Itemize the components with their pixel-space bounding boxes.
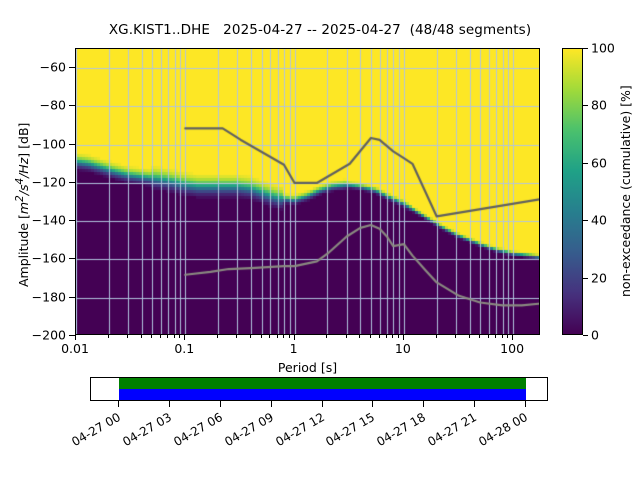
x-tick-0.9 [288,335,290,338]
x-tick-label-0.01: 0.01 [61,341,89,356]
y-tick-label-60: −60 [39,59,66,75]
timeline-tick-label: 04-27 09 [221,410,276,450]
x-tick-0.03 [127,335,129,338]
y-tick-label-200: −200 [31,327,66,343]
y-tick-label-180: −180 [31,289,66,305]
timeline-tick-6 [423,401,425,407]
x-tick-0.06 [160,335,162,338]
y-tick-140 [69,220,75,222]
timeline-tick-label: 04-27 12 [272,410,327,450]
ppsd-plot-area [75,48,540,335]
timeline-tick-3 [270,401,272,407]
timeline-tick-label: 04-27 06 [171,410,225,450]
timeline-tick-label: 04-27 15 [323,410,378,450]
timeline-tick-5 [372,401,374,407]
x-tick-9 [397,335,399,338]
x-tick-40 [468,335,470,338]
x-tick-10 [402,335,404,340]
x-axis-title: Period [s] [277,360,338,375]
x-tick-label-10: 10 [394,341,411,356]
colorbar-tick-label-20: 20 [591,270,607,286]
colorbar-tick-40 [583,220,588,222]
x-tick-5 [369,335,371,338]
y-tick-label-160: −160 [31,250,66,266]
y-tick-80 [69,105,75,107]
x-tick-50 [479,335,481,338]
x-tick-2 [326,335,328,338]
y-tick-120 [69,181,75,183]
y-tick-label-80: −80 [39,97,66,113]
colorbar-tick-80 [583,105,588,107]
y-tick-180 [69,296,75,298]
timeline-tick-label: 04-27 00 [69,410,123,450]
x-tick-0.7000000000000001 [276,335,278,338]
x-tick-90 [507,335,509,338]
timeline-tick-8 [525,401,526,407]
x-tick-0.05 [151,335,153,338]
y-tick-60 [69,67,75,69]
x-tick-20 [435,335,437,338]
colorbar-tick-label-0: 0 [591,327,599,343]
timeline-segment-bar [119,389,526,400]
x-tick-0.2 [217,335,219,338]
x-tick-0.09 [179,335,181,338]
noise-model-curves [76,49,539,334]
colorbar-title: non-exceedance (cumulative) [%] [618,84,633,297]
x-tick-80 [501,335,503,338]
x-tick-label-100: 100 [500,341,525,356]
page-title: XG.KIST1..DHE 2025-04-27 -- 2025-04-27 (… [108,22,532,38]
colorbar-gradient [563,49,582,334]
x-tick-0.02 [107,335,109,338]
x-tick-1 [293,335,295,340]
y-tick-100 [69,143,75,145]
x-tick-6 [378,335,380,338]
x-tick-60 [487,335,489,338]
x-tick-0.1 [184,335,186,340]
x-tick-0.08 [173,335,175,338]
timeline-tick-7 [474,401,476,407]
colorbar-tick-100 [583,48,588,49]
x-tick-0.5 [260,335,262,338]
x-tick-0.07 [167,335,169,338]
y-tick-label-120: −120 [31,174,66,190]
x-tick-100 [512,335,514,340]
colorbar-tick-label-40: 40 [591,212,607,228]
coverage-timeline[interactable] [90,377,548,401]
colorbar-tick-label-60: 60 [591,155,607,171]
timeline-tick-1 [168,401,170,407]
timeline-tick-label: 04-28 00 [476,410,530,450]
x-tick-0.8 [282,335,284,338]
timeline-data-bar [119,378,526,389]
x-tick-3 [345,335,347,338]
colorbar-tick-label-80: 80 [591,97,607,113]
x-tick-0.4 [250,335,252,338]
colorbar-tick-label-100: 100 [591,40,615,56]
x-tick-4 [359,335,361,338]
timeline-tick-4 [321,401,323,407]
timeline-tick-2 [219,401,221,407]
colorbar-tick-20 [583,277,588,279]
x-tick-7 [385,335,387,338]
colorbar [562,48,583,335]
colorbar-tick-0 [583,335,588,336]
timeline-tick-label: 04-27 18 [374,410,429,450]
timeline-tick-0 [118,401,119,407]
colorbar-tick-60 [583,162,588,164]
x-tick-0.6000000000000001 [269,335,271,338]
x-tick-0.04 [140,335,142,338]
y-tick-label-100: −100 [31,136,66,152]
x-tick-70 [495,335,497,338]
x-tick-8 [392,335,394,338]
x-tick-0.30000000000000004 [236,335,238,338]
y-tick-label-140: −140 [31,212,66,228]
x-tick-30 [454,335,456,338]
y-tick-200 [69,335,75,336]
x-tick-0.01 [75,335,76,340]
x-tick-label-1: 1 [289,341,298,356]
x-tick-label-0.1: 0.1 [174,341,195,356]
timeline-tick-label: 04-27 21 [425,410,480,450]
timeline-tick-label: 04-27 03 [120,410,174,450]
y-tick-160 [69,258,75,260]
